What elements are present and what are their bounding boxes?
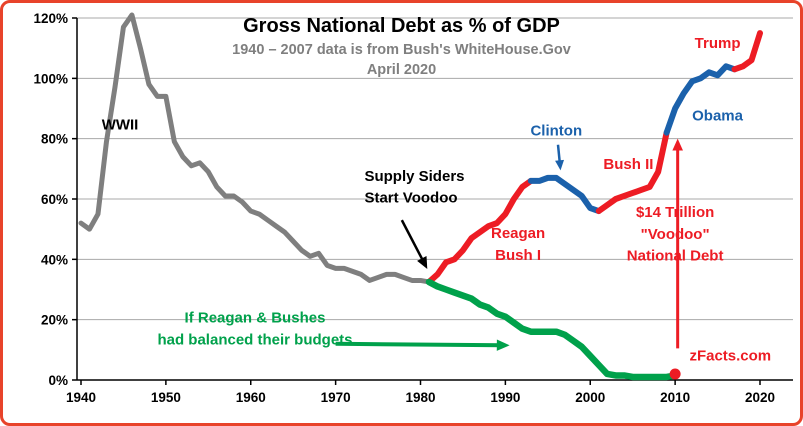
y-tick-label: 20% xyxy=(41,313,68,328)
x-tick-label: 2000 xyxy=(575,390,605,405)
x-tick-label: 1970 xyxy=(321,390,351,405)
y-tick-label: 0% xyxy=(48,373,68,388)
end-dot xyxy=(669,368,681,380)
series-trump xyxy=(731,30,763,73)
annotation-line: Start Voodoo xyxy=(364,190,457,207)
annotation-line: Supply Siders xyxy=(364,168,464,185)
x-tick-label: 1960 xyxy=(236,390,266,405)
annotation-wwii: WWII xyxy=(102,117,139,134)
annotation-line: Bush I xyxy=(495,247,541,264)
annotation-line: National Debt xyxy=(627,248,724,265)
y-tick-label: 100% xyxy=(33,71,68,86)
annotation-voodoo-debt: $14 Trillion "Voodoo" National Debt xyxy=(627,204,724,265)
annotation-line: Bush II xyxy=(603,156,653,173)
supply-siders-arrow-head xyxy=(417,256,428,269)
annotation-bush2-label: Bush II xyxy=(603,156,653,173)
supply-siders-arrow xyxy=(400,219,426,264)
annotation-line: Trump xyxy=(695,35,741,52)
x-tick-label: 1940 xyxy=(66,390,96,405)
series-balanced-budget-counterfactual xyxy=(425,278,679,381)
x-tick-label: 1990 xyxy=(490,390,520,405)
annotation-clinton-label: Clinton xyxy=(530,123,582,140)
annotation-zfacts: zFacts.com xyxy=(689,347,771,364)
annotation-obama-label: Obama xyxy=(692,108,744,125)
annotation-trump-label: Trump xyxy=(695,35,741,52)
annotation-line: had balanced their budgets xyxy=(157,331,352,348)
y-tick-label: 60% xyxy=(41,192,68,207)
voodoo-debt-arrow-head xyxy=(672,138,683,151)
x-tick-label: 1950 xyxy=(151,390,181,405)
series-clinton xyxy=(527,174,602,215)
x-tick-label: 1980 xyxy=(405,390,435,405)
annotation-line: Obama xyxy=(692,108,744,125)
series-bush2 xyxy=(595,129,670,215)
annotation-reagan-bush1-label: Reagan Bush I xyxy=(491,225,545,264)
y-tick-label: 80% xyxy=(41,132,68,147)
y-tick-label: 120% xyxy=(33,11,68,26)
series-historical-1940-1981 xyxy=(78,12,432,285)
x-tick-label: 2010 xyxy=(660,390,690,405)
x-tick-label: 2020 xyxy=(745,390,775,405)
annotation-supply-siders: Supply Siders Start Voodoo xyxy=(364,168,464,207)
series-obama xyxy=(663,63,738,136)
annotation-line: Reagan xyxy=(491,225,545,242)
annotation-line: $14 Trillion xyxy=(636,204,714,221)
balanced-budget-arrow-head xyxy=(496,339,510,351)
debt-gdp-line-chart: 0% 20% 40% 60% 80% 100% 120% 1940 1950 1960 1970 19… xyxy=(33,11,793,405)
annotation-line: If Reagan & Bushes xyxy=(185,310,326,327)
clinton-arrow-head xyxy=(555,159,565,171)
annotation-line: Clinton xyxy=(530,123,582,140)
series-reagan-bush1 xyxy=(425,177,534,285)
annotation-line: "Voodoo" xyxy=(641,226,710,243)
annotation-balanced-budget: If Reagan & Bushes had balanced their bud… xyxy=(157,310,352,349)
annotation-line: WWII xyxy=(102,117,139,134)
annotation-line: zFacts.com xyxy=(689,347,771,364)
balanced-budget-arrow xyxy=(335,341,503,348)
y-tick-label: 40% xyxy=(41,252,68,267)
